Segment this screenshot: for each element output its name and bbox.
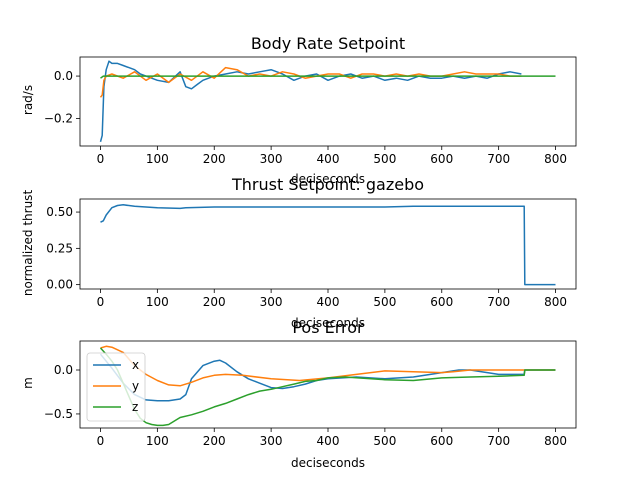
x-tick-label: 0 bbox=[97, 295, 105, 309]
y-tick-label: 0.25 bbox=[46, 241, 73, 255]
x-tick-label: 0 bbox=[97, 152, 105, 166]
series-line-x bbox=[99, 353, 556, 402]
legend-label-x: x bbox=[132, 358, 139, 372]
pos-error-panel: Pos Error deciseconds m 0 100 200 300 400 500… bbox=[21, 318, 577, 470]
y-tick-label: 0.0 bbox=[54, 69, 73, 83]
chart-title: Pos Error bbox=[292, 318, 364, 337]
x-tick-label: 700 bbox=[487, 295, 510, 309]
x-tick-label: 0 bbox=[97, 434, 105, 448]
x-tick-label: 700 bbox=[487, 152, 510, 166]
y-tick-label: 0.0 bbox=[54, 363, 73, 377]
x-axis-label: deciseconds bbox=[291, 172, 365, 186]
x-tick-label: 400 bbox=[317, 152, 340, 166]
x-tick-label: 700 bbox=[487, 434, 510, 448]
legend-box bbox=[86, 352, 146, 422]
legend-label-z: z bbox=[132, 400, 138, 414]
y-axis-label: rad/s bbox=[21, 85, 35, 115]
series-line-0 bbox=[100, 204, 556, 286]
y-axis-label: normalized thrust bbox=[21, 190, 35, 297]
x-tick-label: 800 bbox=[544, 295, 567, 309]
x-tick-label: 100 bbox=[146, 152, 169, 166]
y-tick-label: 0.50 bbox=[46, 205, 73, 219]
chart-title: Thrust Setpoint: gazebo bbox=[231, 175, 424, 194]
x-axis-label: deciseconds bbox=[291, 456, 365, 470]
x-tick-label: 200 bbox=[203, 295, 226, 309]
legend-label-y: y bbox=[132, 379, 139, 393]
x-tick-label: 800 bbox=[544, 434, 567, 448]
x-tick-label: 100 bbox=[146, 434, 169, 448]
x-tick-label: 600 bbox=[430, 295, 453, 309]
x-tick-label: 300 bbox=[260, 152, 283, 166]
x-tick-label: 500 bbox=[373, 295, 396, 309]
y-tick-label: −0.2 bbox=[44, 111, 73, 125]
y-tick-label: 0.00 bbox=[46, 278, 73, 292]
series-line-0 bbox=[99, 60, 522, 142]
x-tick-label: 600 bbox=[430, 152, 453, 166]
x-tick-label: 200 bbox=[203, 152, 226, 166]
x-tick-label: 300 bbox=[260, 434, 283, 448]
x-tick-label: 600 bbox=[430, 434, 453, 448]
x-tick-label: 300 bbox=[260, 295, 283, 309]
x-tick-label: 400 bbox=[317, 295, 340, 309]
thrust-setpoint-panel: Thrust Setpoint: gazebo deciseconds norm… bbox=[21, 175, 577, 330]
x-tick-label: 200 bbox=[203, 434, 226, 448]
series-line-2 bbox=[100, 75, 556, 79]
body-rate-setpoint-panel: Body Rate Setpoint deciseconds rad/s 0 10… bbox=[21, 34, 577, 186]
x-tick-label: 500 bbox=[373, 152, 396, 166]
x-axis-label: deciseconds bbox=[291, 316, 365, 330]
x-tick-label: 100 bbox=[146, 295, 169, 309]
x-tick-label: 500 bbox=[373, 434, 396, 448]
x-tick-label: 400 bbox=[317, 434, 340, 448]
y-axis-label: m bbox=[21, 377, 35, 389]
x-tick-label: 800 bbox=[544, 152, 567, 166]
y-tick-label: −0.5 bbox=[44, 407, 73, 421]
chart-title: Body Rate Setpoint bbox=[251, 34, 405, 53]
